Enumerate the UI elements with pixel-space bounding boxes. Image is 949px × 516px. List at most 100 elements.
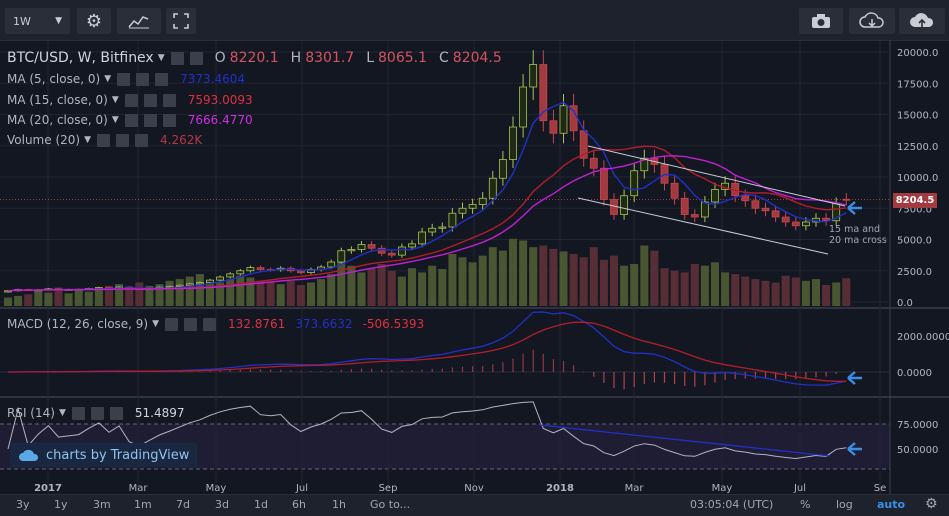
symbol-legend[interactable]: BTC/USD, W, Bitfinex ▼ O 8220.1 H 8301.7 L… <box>7 50 502 66</box>
gear-icon[interactable] <box>136 72 150 86</box>
chart-area[interactable]: 20000.0 17500.0 15000.0 12500.0 10000.0 7500.… <box>0 40 949 494</box>
gear-icon[interactable] <box>90 406 104 420</box>
candle-body <box>680 197 689 215</box>
candle-body <box>529 64 538 88</box>
close-icon[interactable] <box>109 406 123 420</box>
volume-bar <box>266 282 275 306</box>
time-tick-label: May <box>206 483 227 494</box>
range-6h[interactable]: 6h <box>292 498 306 511</box>
volume-bar <box>64 293 73 306</box>
candle-body <box>367 244 376 249</box>
top-toolbar: 1W ▼ ⚙ <box>0 0 949 41</box>
indicators-button[interactable] <box>117 8 161 34</box>
candle-body <box>458 207 467 214</box>
candle-body <box>690 214 699 218</box>
volume-bar <box>791 277 800 306</box>
eye-icon[interactable] <box>117 72 131 86</box>
macd-legend[interactable]: MACD (12, 26, close, 9) ▼ 132.8761 373.6… <box>7 317 424 331</box>
price-tick-label: 7500.0 <box>897 204 932 215</box>
candle-body <box>468 204 477 209</box>
price-tick-label: 5000.0 <box>897 236 932 247</box>
volume-bar <box>155 284 164 306</box>
load-chart-button[interactable] <box>849 8 895 34</box>
gear-icon[interactable] <box>143 93 157 107</box>
close-icon[interactable] <box>135 133 148 147</box>
volume-bar <box>165 280 174 306</box>
eye-icon[interactable] <box>97 133 110 147</box>
volume-bar <box>589 247 598 306</box>
range-1h[interactable]: 1h <box>332 498 346 511</box>
volume-legend[interactable]: Volume (20) ▼ 4.262K <box>7 133 202 147</box>
volume-bar <box>206 280 214 306</box>
eye-icon[interactable] <box>124 93 138 107</box>
time-tick-label: Mar <box>625 483 645 494</box>
percent-toggle[interactable]: % <box>800 498 811 511</box>
eye-icon[interactable] <box>170 51 184 65</box>
fullscreen-button[interactable] <box>166 8 196 34</box>
snapshot-button[interactable] <box>799 8 843 34</box>
log-toggle[interactable]: log <box>836 498 853 511</box>
range-3m[interactable]: 3m <box>93 498 111 511</box>
volume-bar <box>761 280 770 306</box>
volume-bar <box>226 279 235 306</box>
gear-icon[interactable] <box>184 317 198 331</box>
annotation-line-1: 15 ma and <box>829 224 881 235</box>
low-label: L <box>366 50 375 66</box>
candle-body <box>842 198 851 201</box>
range-1m[interactable]: 1m <box>134 498 152 511</box>
ma20-legend[interactable]: MA (20, close, 0) ▼ 7666.4770 <box>7 113 253 127</box>
last-price-tag: 8204.5 <box>893 193 937 208</box>
range-1d[interactable]: 1d <box>254 498 268 511</box>
volume-bar <box>680 272 689 306</box>
volume-bar <box>670 270 679 306</box>
eye-icon[interactable] <box>71 406 85 420</box>
chevron-down-icon: ▼ <box>104 74 112 84</box>
eye-icon[interactable] <box>165 317 179 331</box>
candle-body <box>549 120 558 134</box>
arrow-left-icon <box>847 201 862 215</box>
gear-icon[interactable] <box>143 113 157 127</box>
close-icon[interactable] <box>203 317 217 331</box>
arrow-left-stroke <box>847 371 862 385</box>
interval-select[interactable]: 1W ▼ <box>5 8 70 34</box>
time-tick-label: Mar <box>129 483 149 494</box>
save-chart-button[interactable] <box>899 8 945 34</box>
volume-bar <box>367 268 376 306</box>
gear-icon[interactable] <box>189 51 203 65</box>
range-7d[interactable]: 7d <box>176 498 190 511</box>
volume-bar <box>216 282 225 306</box>
close-icon[interactable] <box>162 93 176 107</box>
ma5-legend[interactable]: MA (5, close, 0) ▼ 7373.4604 <box>7 72 245 86</box>
low-value: 8065.1 <box>378 50 428 66</box>
cloud-logo-icon <box>19 449 39 461</box>
range-3d[interactable]: 3d <box>215 498 229 511</box>
tradingview-watermark[interactable]: charts by TradingView <box>10 443 198 467</box>
volume-bar <box>74 290 83 306</box>
chevron-down-icon: ▼ <box>55 16 62 26</box>
eye-icon[interactable] <box>124 113 138 127</box>
close-icon[interactable] <box>162 113 176 127</box>
candle-body <box>711 189 719 203</box>
clock-readout: 03:05:04 (UTC) <box>690 498 774 511</box>
ma20-line <box>7 155 847 292</box>
gear-icon[interactable] <box>116 133 129 147</box>
ma15-name: MA (15, close, 0) <box>7 93 108 107</box>
volume-bar <box>185 276 194 306</box>
settings-button[interactable]: ⚙ <box>77 8 111 34</box>
volume-bar <box>337 259 346 306</box>
rsi-legend[interactable]: RSI (14) ▼ 51.4897 <box>7 406 185 420</box>
candle-body <box>195 282 204 285</box>
chevron-down-icon: ▼ <box>157 53 165 63</box>
volume-bar <box>711 262 719 306</box>
gear-icon[interactable]: ⚙ <box>925 496 938 512</box>
range-3y[interactable]: 3y <box>16 498 30 511</box>
close-icon[interactable] <box>155 72 169 86</box>
volume-bar <box>286 280 295 306</box>
volume-bar <box>14 295 23 306</box>
ma15-legend[interactable]: MA (15, close, 0) ▼ 7593.0093 <box>7 93 253 107</box>
auto-toggle[interactable]: auto <box>877 498 906 511</box>
rsi-line <box>7 401 847 460</box>
range-1y[interactable]: 1y <box>54 498 68 511</box>
price-tick-label: 2500.0 <box>897 267 932 278</box>
goto-button[interactable]: Go to... <box>370 498 411 511</box>
